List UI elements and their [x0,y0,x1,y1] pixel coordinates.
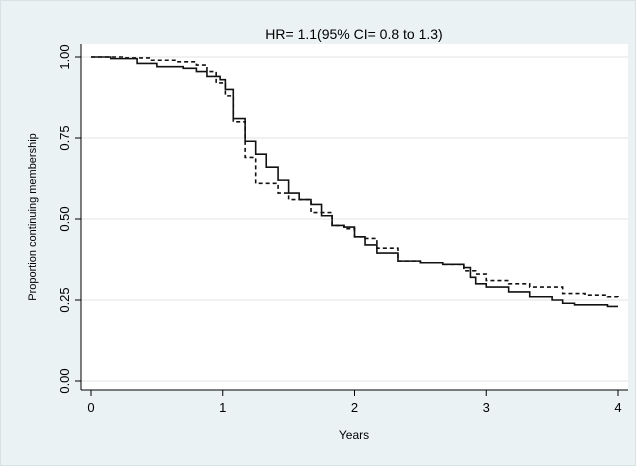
x-tick-label: 4 [614,400,621,415]
x-tick-label: 3 [483,400,490,415]
x-tick-label: 2 [351,400,358,415]
series-line-dashed [91,56,619,300]
x-tick-label: 1 [219,400,226,415]
y-axis-label: Proportion continuing membership [27,133,39,301]
y-tick-label: 0.75 [57,125,72,150]
y-tick-label: 1.00 [57,44,72,69]
y-tick-label: 0.00 [57,368,72,393]
x-axis-label: Years [339,428,369,442]
x-tick-label: 0 [87,400,94,415]
y-tick-label: 0.50 [57,206,72,231]
y-tick-label: 0.25 [57,287,72,312]
series-line-solid [91,56,618,308]
chart-title: HR= 1.1(95% CI= 0.8 to 1.3) [265,26,442,42]
plot-area [81,44,628,390]
